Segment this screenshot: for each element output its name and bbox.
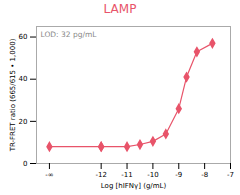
svg-text:-9: -9: [175, 171, 182, 179]
svg-text:20: 20: [19, 118, 28, 126]
svg-text:-7: -7: [227, 171, 234, 179]
svg-text:-10: -10: [147, 171, 158, 179]
svg-text:Log [hIFNγ] (g/mL): Log [hIFNγ] (g/mL): [101, 182, 167, 190]
svg-text:LOD: 32 pg/mL: LOD: 32 pg/mL: [41, 30, 98, 39]
svg-text:0: 0: [23, 160, 27, 168]
svg-text:-12: -12: [95, 171, 106, 179]
svg-text:-8: -8: [201, 171, 208, 179]
svg-text:40: 40: [19, 75, 28, 83]
svg-text:TR-FRET ratio (665/615 • 1,000: TR-FRET ratio (665/615 • 1,000): [9, 38, 17, 152]
svg-text:-11: -11: [121, 171, 132, 179]
svg-text:-∞: -∞: [45, 171, 54, 179]
html-text:LAMP: LAMP: [103, 2, 137, 16]
svg-text:60: 60: [19, 33, 28, 41]
